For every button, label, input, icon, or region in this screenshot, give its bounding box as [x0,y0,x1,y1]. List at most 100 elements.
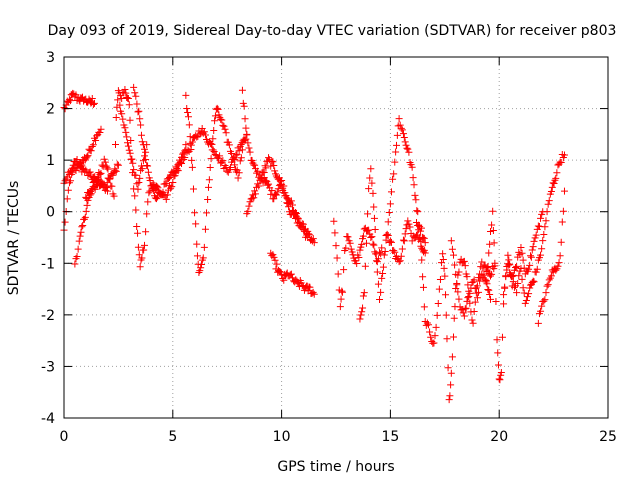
data-point [77,228,85,236]
data-point [537,307,545,315]
data-point [558,218,566,226]
data-point [125,101,133,109]
data-point [129,159,137,167]
data-point [361,262,369,270]
data-point [530,278,538,286]
data-point [137,166,145,174]
data-point [126,149,134,157]
data-point [397,252,405,260]
data-point [63,195,71,203]
data-point [213,104,221,112]
data-point [208,140,216,148]
series-s18 [500,150,568,307]
data-point [135,107,143,115]
data-point [92,137,100,145]
data-point [463,273,471,281]
data-point [110,192,118,200]
data-point [450,314,458,322]
series-s19 [534,187,568,327]
data-point [123,133,131,141]
data-point [131,89,139,97]
data-point [207,155,215,163]
data-point [123,93,131,101]
data-point [274,175,282,183]
data-point [453,281,461,289]
data-point [210,148,218,156]
data-point [373,268,381,276]
data-point [486,291,494,299]
series-s1 [60,89,98,113]
data-point [271,167,279,175]
data-point [108,182,116,190]
data-point [384,218,392,226]
data-point [502,272,510,280]
data-point [154,184,162,192]
data-point [104,165,112,173]
data-point [517,265,525,273]
data-point [362,239,370,247]
data-point [506,260,514,268]
data-point [380,251,388,259]
data-point [168,183,176,191]
data-point [381,247,389,255]
data-point [269,158,277,166]
x-tick-labels: 0 5 10 15 20 25 [60,429,617,445]
data-point [338,287,346,295]
data-point [214,105,222,113]
x-tick-label: 0 [60,429,69,445]
data-point [89,100,97,108]
data-point [519,284,527,292]
data-point [541,223,549,231]
data-point [254,167,262,175]
data-point [257,175,265,183]
data-point [492,297,500,305]
data-point [485,249,493,257]
data-point [504,251,512,259]
data-point [542,217,550,225]
data-point [292,209,300,217]
y-tick-label: 2 [46,102,55,118]
data-point [526,284,534,292]
data-point [96,129,104,137]
data-point [236,157,244,165]
data-point [439,255,447,263]
data-point [512,264,520,272]
data-point [450,333,458,341]
data-point [216,152,224,160]
data-point [88,95,96,103]
data-point [513,289,521,297]
data-point [116,101,124,109]
data-point [144,168,152,176]
data-point [356,315,364,323]
data-point [543,282,551,290]
data-point [275,268,283,276]
data-point [203,209,211,217]
data-point [285,203,293,211]
data-point [167,184,175,192]
data-point [404,217,412,225]
data-point [447,237,455,245]
data-point [183,104,191,112]
data-point [368,179,376,187]
data-point [441,272,449,280]
data-point [220,122,228,130]
data-point [509,278,517,286]
data-point [527,252,535,260]
data-point [271,256,279,264]
data-point [255,182,263,190]
data-point [138,138,146,146]
data-point [376,295,384,303]
data-point [515,272,523,280]
data-point [169,179,177,187]
data-point [211,112,219,120]
x-tick-label: 20 [490,429,508,445]
data-point [450,251,458,259]
data-point [188,163,196,171]
data-point [113,160,121,168]
data-point [420,303,428,311]
data-point [244,207,252,215]
data-point [405,148,413,156]
data-point [209,135,217,143]
data-point [529,243,537,251]
x-tick-label: 15 [381,429,399,445]
